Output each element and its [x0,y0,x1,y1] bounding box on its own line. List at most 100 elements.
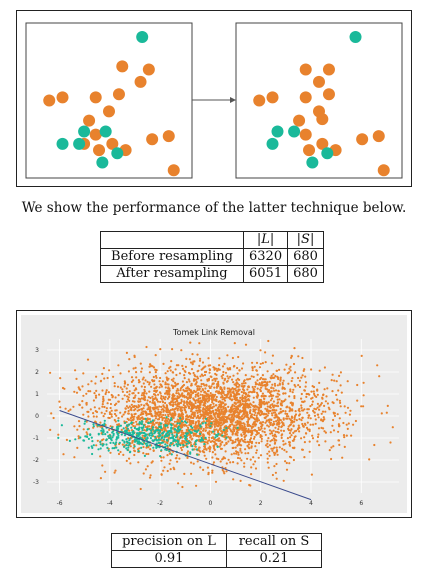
scatter-point [128,393,131,396]
scatter-point [231,423,234,426]
scatter-point [176,407,180,410]
scatter-point [391,426,394,429]
scatter-point [137,448,140,451]
scatter-point [231,439,234,442]
scatter-point [73,456,76,459]
scatter-point [164,433,167,436]
scatter-point [146,465,149,468]
scatter-point [301,422,304,426]
orange-point [322,63,335,76]
scatter-point [174,368,177,371]
scatter-point [125,429,128,432]
scatter-point [223,397,226,400]
scatter-point [266,402,269,405]
scatter-point [163,416,166,419]
scatter-point [204,421,207,424]
scatter-point [225,393,229,396]
scatter-point [74,369,77,372]
scatter-point [291,439,294,442]
scatter-point [140,385,143,388]
scatter-point [202,414,205,417]
scatter-point [221,458,224,461]
scatter-point [176,418,179,421]
scatter-point [142,445,145,449]
scatter-point [87,446,90,449]
scatter-point [241,394,244,397]
scatter-point [196,414,200,417]
scatter-point [326,402,329,405]
scatter-point [301,374,304,377]
scatter-point [214,393,217,396]
scatter-point [227,440,230,443]
scatter-point [159,383,162,386]
scatter-point [217,415,220,418]
scatter-point [194,428,197,431]
scatter-point [126,448,129,452]
scatter-point [303,368,306,371]
scatter-point [274,374,277,378]
scatter-point [179,415,182,418]
scatter-point [293,418,296,421]
scatter-point [316,393,319,396]
scatter-point [205,411,208,414]
scatter-point [150,364,153,367]
scatter-point [143,398,146,401]
scatter-point [223,426,226,429]
scatter-point [298,410,301,413]
scatter-point [214,372,217,375]
scatter-point [293,383,296,387]
scatter-point [190,423,193,426]
orange-point [299,91,312,104]
scatter-point [217,432,220,436]
scatter-point [159,400,162,403]
scatter-point [171,371,174,374]
scatter-point [205,406,208,409]
scatter-point [272,373,275,376]
scatter-point [288,443,291,446]
scatter-point [293,396,296,400]
scatter-point [182,403,185,407]
scatter-point [337,430,340,433]
scatter-point [171,397,174,401]
arrow-head [230,97,236,103]
scatter-point [119,424,122,427]
scatter-point [142,376,145,379]
scatter-point [177,425,180,428]
scatter-point [193,443,196,446]
scatter-point [202,468,205,471]
scatter-point [171,436,174,439]
scatter-point [111,431,114,434]
scatter-point [166,370,169,373]
teal-point [78,125,91,138]
scatter-point [205,417,208,420]
scatter-point [94,396,98,399]
scatter-point [247,428,250,431]
scatter-point [201,410,204,413]
scatter-point [87,415,90,418]
scatter-point [341,456,344,459]
scatter-point [201,438,204,441]
scatter-point [109,451,112,454]
scatter-point [267,401,270,404]
scatter-point [122,427,125,430]
scatter-point [373,443,376,447]
scatter-point [240,434,243,437]
scatter-point [232,392,235,395]
scatter-point [260,395,263,398]
scatter-point [349,409,352,412]
scatter-point [199,357,202,360]
scatter-point [175,392,178,395]
scatter-point [164,429,168,432]
orange-point [106,137,119,150]
scatter-point [347,422,350,425]
scatter-point [238,393,241,396]
scatter-point [246,423,249,426]
scatter-point [119,372,122,375]
scatter-point [280,425,284,428]
scatter-point [234,440,237,443]
scatter-point [148,425,151,428]
scatter-point [210,422,213,425]
scatter-point [222,470,225,473]
scatter-point [205,399,208,402]
scatter-point [300,397,303,400]
